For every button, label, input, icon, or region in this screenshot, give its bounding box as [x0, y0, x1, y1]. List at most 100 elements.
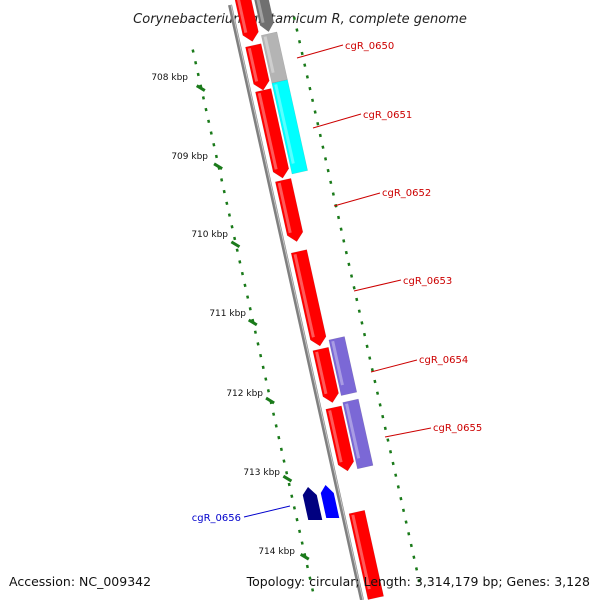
- tick-right: [344, 250, 348, 255]
- tick-right: [318, 133, 322, 138]
- tick-right: [342, 239, 346, 243]
- tick-left: [264, 377, 268, 381]
- tick-right: [339, 227, 343, 231]
- gene-upstream-red-shine: [247, 47, 259, 82]
- ruler-label-708: 708 kbp: [151, 73, 188, 83]
- gene-label-cgR_0652[interactable]: cgR_0652: [382, 188, 431, 199]
- tick-left: [295, 517, 299, 522]
- tick-left: [204, 107, 208, 112]
- major-tick: [299, 553, 310, 561]
- tick-right: [412, 555, 416, 559]
- tick-left: [194, 61, 198, 65]
- tick-right: [324, 157, 328, 161]
- gene-cgR_0652-shine: [277, 182, 292, 234]
- gene-cgR_0657: [348, 509, 384, 600]
- tick-left: [272, 412, 276, 416]
- leader-cgR_0653: [353, 279, 402, 292]
- leader-cgR_0655: [384, 427, 432, 438]
- map-title: Corynebacterium glutamicum R, complete g…: [133, 12, 467, 27]
- tick-left: [253, 330, 257, 334]
- tick-left: [225, 201, 229, 206]
- tick-right: [321, 145, 325, 149]
- leader-cgR_0650: [296, 44, 344, 59]
- tick-right: [331, 192, 335, 196]
- gene-label-cgR_0653[interactable]: cgR_0653: [403, 276, 452, 287]
- gene-cgR_0654-shine: [331, 340, 344, 386]
- tick-right: [360, 321, 364, 325]
- tick-right: [355, 297, 359, 302]
- gene-label-cgR_0656[interactable]: cgR_0656: [192, 513, 241, 524]
- gene-cgR_0655: [342, 398, 374, 470]
- tick-right: [383, 426, 387, 431]
- leader-cgR_0656: [243, 505, 291, 518]
- gene-labels: cgR_0650 cgR_0651 cgR_0652 cgR_0653 cgR_…: [192, 41, 483, 524]
- tick-marks: [191, 16, 421, 600]
- tick-left: [243, 283, 247, 288]
- tick-left: [235, 248, 239, 252]
- tick-left: [259, 353, 263, 358]
- tick-left: [261, 365, 265, 370]
- ruler-label-711: 711 kbp: [209, 309, 246, 319]
- tick-left: [240, 271, 244, 276]
- gene-cgR_0657-shine: [351, 514, 371, 590]
- tick-right: [370, 368, 374, 372]
- tick-right: [394, 473, 398, 477]
- ruler-label-713: 713 kbp: [243, 468, 280, 478]
- gene-cgR_0653-shine: [293, 253, 315, 338]
- tick-left: [290, 494, 294, 498]
- gene-cgR_0656: [320, 485, 340, 518]
- gene-cgR_0654-red: [312, 346, 339, 404]
- tick-right: [391, 461, 395, 466]
- tick-right: [378, 403, 382, 407]
- gene-label-cgR_0655[interactable]: cgR_0655: [433, 423, 482, 434]
- genome-track: [191, 0, 421, 600]
- tick-left: [311, 588, 315, 592]
- tick-left: [305, 564, 309, 569]
- tick-right: [347, 262, 351, 267]
- gene-cgR_0652: [275, 178, 304, 242]
- gene-label-leaders: [243, 44, 432, 518]
- gene-label-cgR_0651[interactable]: cgR_0651: [363, 110, 412, 121]
- gene-cgR_0655-red: [325, 405, 355, 472]
- tick-left: [222, 189, 226, 194]
- tick-left: [233, 236, 237, 241]
- major-tick: [230, 240, 241, 249]
- tick-right: [303, 63, 307, 67]
- gene-cgR_0654: [328, 336, 358, 396]
- tick-right: [375, 391, 380, 395]
- tick-right: [381, 414, 385, 419]
- tick-left: [266, 389, 270, 393]
- tick-left: [308, 576, 312, 580]
- tick-left: [238, 260, 242, 264]
- tick-left: [209, 131, 213, 135]
- tick-left: [282, 459, 286, 463]
- tick-left: [191, 49, 195, 53]
- tick-right: [313, 110, 317, 114]
- tick-right: [368, 356, 372, 360]
- gene-label-cgR_0650[interactable]: cgR_0650: [345, 41, 394, 52]
- gene-upstream-red: [245, 43, 270, 91]
- ruler-label-710: 710 kbp: [191, 230, 228, 240]
- tick-left: [196, 72, 200, 77]
- tick-right: [362, 332, 367, 337]
- tick-right: [407, 532, 411, 536]
- tick-left: [220, 178, 224, 182]
- tick-right: [386, 438, 390, 442]
- tick-left: [298, 529, 302, 534]
- gene-cgR_0655-shine: [345, 403, 361, 459]
- tick-right: [399, 496, 403, 501]
- tick-left: [279, 447, 283, 452]
- tick-left: [300, 541, 304, 545]
- gene-prev-gray-shine: [256, 0, 265, 24]
- tick-right: [329, 180, 333, 185]
- tick-left: [277, 435, 281, 440]
- major-tick: [247, 318, 258, 327]
- tick-left: [201, 96, 205, 100]
- backbone-line: [228, 4, 364, 600]
- gene-label-cgR_0654[interactable]: cgR_0654: [419, 355, 468, 366]
- gene-features: [234, 0, 384, 600]
- tick-right: [308, 86, 312, 91]
- ruler-label-714: 714 kbp: [258, 547, 295, 557]
- tick-right: [409, 543, 413, 548]
- ruler-label-709: 709 kbp: [171, 152, 208, 162]
